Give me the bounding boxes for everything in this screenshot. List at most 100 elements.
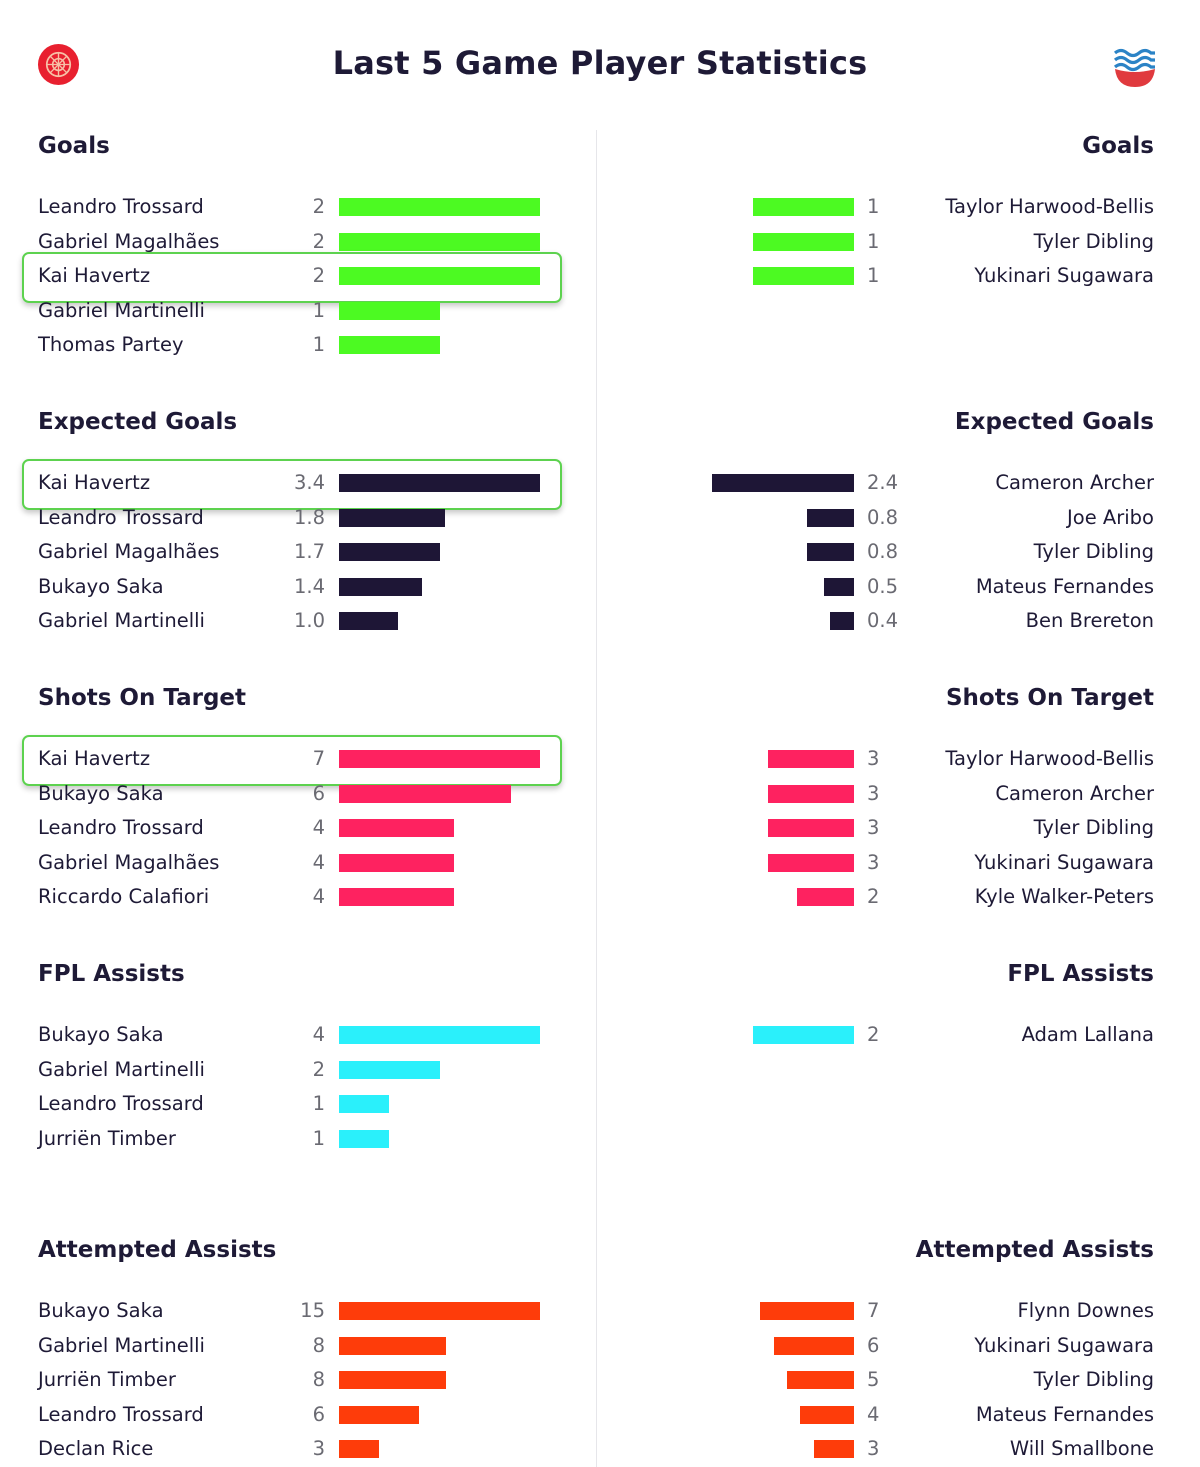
stat-value: 1.0 <box>293 609 325 632</box>
stat-bar <box>339 336 440 354</box>
stat-value: 1 <box>867 195 880 218</box>
stat-value: 3 <box>867 850 880 874</box>
stat-value: 0.5 <box>867 574 899 598</box>
fpl-assists-title-right: FPL Assists <box>1007 961 1154 987</box>
player-name: Gabriel Martinelli <box>38 1333 205 1357</box>
stat-bar <box>760 1302 854 1320</box>
player-name: Gabriel Martinelli <box>38 298 205 322</box>
stat-value: 8 <box>312 1368 325 1391</box>
stat-bar <box>768 784 854 803</box>
player-name: Tyler Dibling <box>1033 229 1154 253</box>
stat-value: 2 <box>867 1023 880 1046</box>
player-name: Gabriel Martinelli <box>38 609 205 632</box>
stat-bar <box>753 267 854 285</box>
player-name: Yukinari Sugawara <box>974 264 1154 287</box>
player-name: Yukinari Sugawara <box>974 1333 1154 1357</box>
goals-title-right: Goals <box>1082 133 1154 159</box>
player-name: Taylor Harwood-Bellis <box>945 195 1154 218</box>
player-name: Riccardo Calafiori <box>38 885 210 908</box>
stat-bar <box>339 1371 446 1389</box>
stat-value: 3 <box>312 1437 325 1460</box>
player-name: Cameron Archer <box>995 471 1154 494</box>
stat-value: 7 <box>867 1299 880 1322</box>
stat-bar <box>339 577 422 596</box>
stat-value: 1.4 <box>293 574 325 598</box>
page-title: Last 5 Game Player Statistics <box>332 44 868 82</box>
stat-value: 1 <box>867 229 880 253</box>
stat-value: 6 <box>312 781 325 805</box>
player-name: Cameron Archer <box>995 781 1154 805</box>
stat-value: 5 <box>867 1368 880 1391</box>
stat-bar <box>800 1405 854 1424</box>
stat-value: 1.7 <box>293 540 325 563</box>
player-name: Kai Havertz <box>38 747 151 770</box>
stat-value: 3.4 <box>293 471 325 494</box>
stat-bar <box>339 1336 446 1355</box>
player-name: Gabriel Magalhães <box>38 229 220 253</box>
stat-value: 1 <box>312 1126 325 1150</box>
player-name: Tyler Dibling <box>1033 540 1154 563</box>
arsenal-badge-icon <box>37 43 80 86</box>
player-name: Kai Havertz <box>38 471 151 494</box>
stat-bar <box>339 784 511 803</box>
stat-value: 8 <box>312 1333 325 1357</box>
stat-bar <box>807 508 854 527</box>
player-name: Bukayo Saka <box>38 1023 164 1046</box>
stat-value: 1 <box>312 1092 325 1115</box>
stat-bar <box>339 1302 540 1320</box>
stat-bar <box>339 1095 389 1113</box>
stat-value: 6 <box>312 1402 325 1426</box>
player-name: Leandro Trossard <box>38 1092 204 1115</box>
player-name: Yukinari Sugawara <box>974 850 1154 874</box>
stat-value: 2 <box>867 885 880 908</box>
stat-value: 0.8 <box>867 505 899 529</box>
player-name: Kyle Walker-Peters <box>974 885 1154 908</box>
player-name: Bukayo Saka <box>38 1299 164 1322</box>
player-name: Flynn Downes <box>1017 1299 1155 1322</box>
player-name: Gabriel Martinelli <box>38 1057 205 1081</box>
stat-bar <box>753 198 854 216</box>
stat-value: 2 <box>312 229 325 253</box>
stat-value: 1 <box>312 298 325 322</box>
attempted-assists-title-right: Attempted Assists <box>915 1237 1154 1263</box>
player-name: Joe Aribo <box>1067 505 1154 529</box>
player-name: Bukayo Saka <box>38 574 164 598</box>
stat-value: 1.8 <box>293 505 325 529</box>
player-name: Mateus Fernandes <box>975 574 1154 598</box>
player-name: Gabriel Magalhães <box>38 540 220 563</box>
stat-bar <box>339 612 398 630</box>
stat-bar <box>339 1026 540 1044</box>
highlight-box <box>22 252 562 303</box>
stat-bar <box>339 750 540 768</box>
stat-value: 3 <box>867 781 880 805</box>
player-name: Tyler Dibling <box>1033 1368 1154 1391</box>
stat-value: 3 <box>867 1437 880 1460</box>
stat-value: 0.8 <box>867 540 899 563</box>
stat-bar <box>768 853 854 872</box>
stat-bar <box>339 1129 389 1148</box>
stat-value: 2 <box>312 195 325 218</box>
player-name: Will Smallbone <box>1009 1437 1154 1460</box>
stat-bar <box>753 1026 854 1044</box>
stat-bar <box>339 819 454 837</box>
stat-value: 6 <box>867 1333 880 1357</box>
stat-value: 2 <box>312 1057 325 1081</box>
stat-bar <box>339 232 540 251</box>
player-name: Gabriel Magalhães <box>38 850 220 874</box>
stat-bar <box>768 819 854 837</box>
highlight-box <box>22 459 562 510</box>
attempted-assists-title-left: Attempted Assists <box>38 1237 277 1263</box>
stat-bar <box>807 543 854 561</box>
stat-value: 4 <box>312 850 325 874</box>
stat-bar <box>339 1060 440 1079</box>
stat-bar <box>712 474 854 492</box>
stat-value: 1 <box>867 264 880 287</box>
player-name: Leandro Trossard <box>38 195 204 218</box>
player-name: Adam Lallana <box>1021 1023 1154 1046</box>
player-name: Leandro Trossard <box>38 1402 204 1426</box>
stat-bar <box>339 198 540 216</box>
player-name: Tyler Dibling <box>1033 816 1154 839</box>
player-name: Leandro Trossard <box>38 816 204 839</box>
player-name: Bukayo Saka <box>38 781 164 805</box>
player-name: Declan Rice <box>38 1437 154 1460</box>
